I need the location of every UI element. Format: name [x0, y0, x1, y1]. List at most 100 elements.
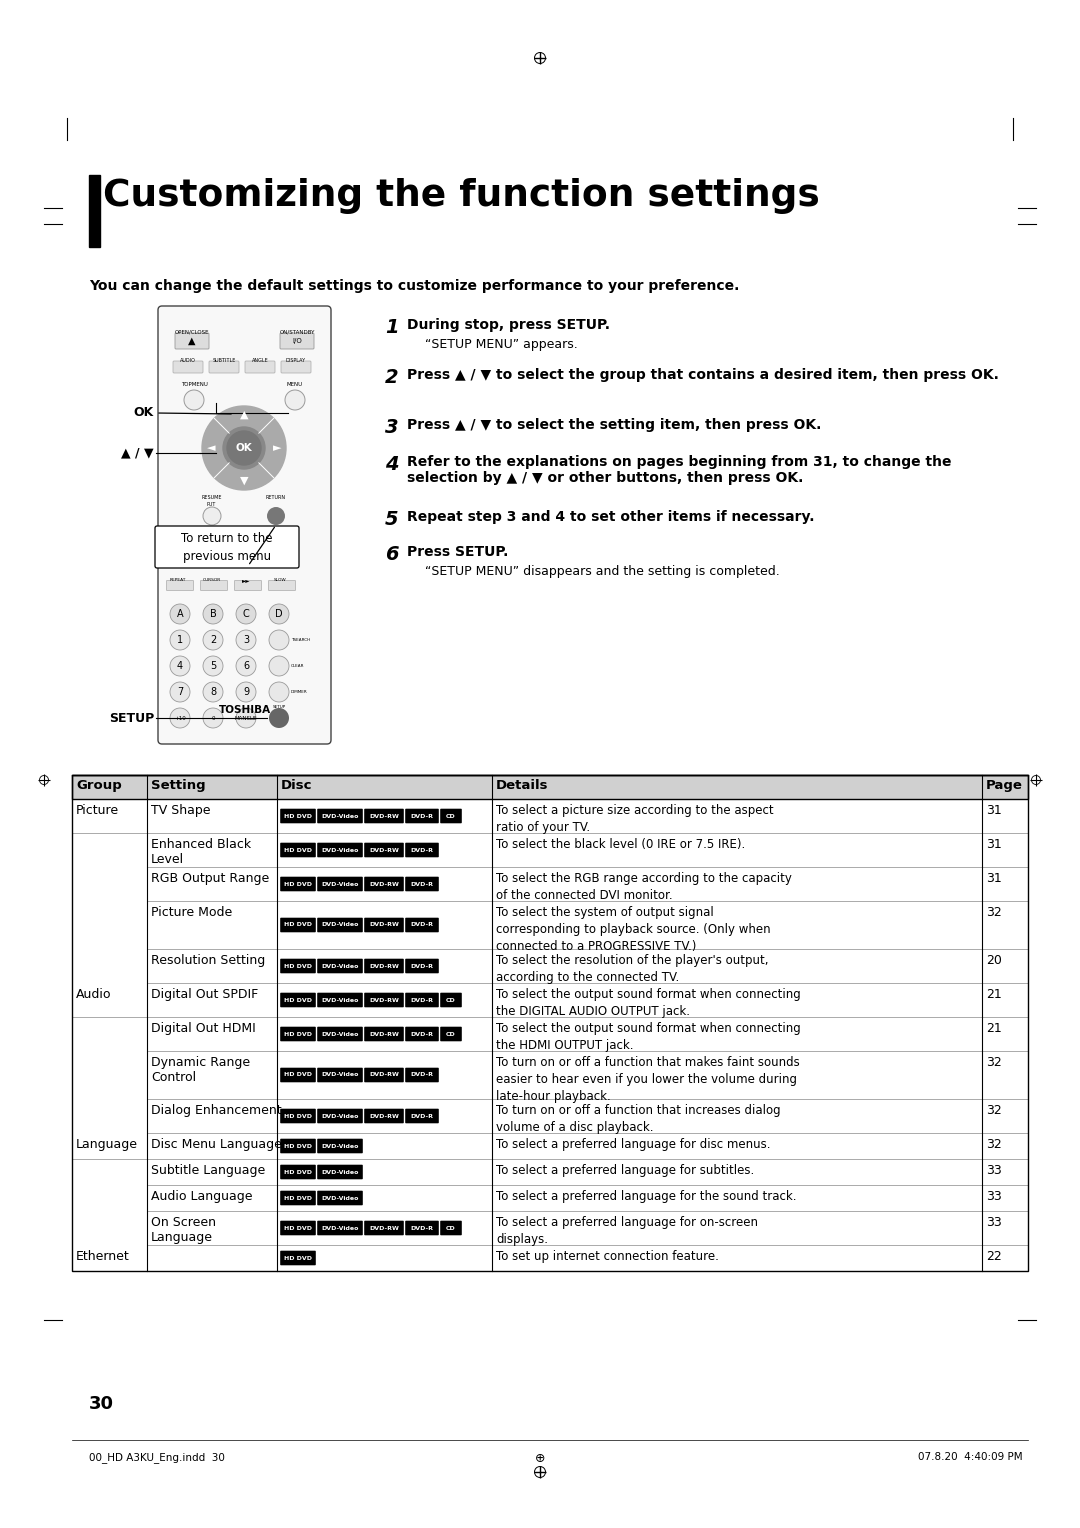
Circle shape — [222, 426, 265, 469]
Circle shape — [269, 630, 289, 649]
Circle shape — [203, 604, 222, 623]
Text: 1: 1 — [384, 318, 399, 338]
Text: DVD-Video: DVD-Video — [322, 998, 359, 1002]
Text: DVD-Video: DVD-Video — [322, 1195, 359, 1201]
Bar — [72, 1018, 1028, 1051]
Text: Press SETUP.: Press SETUP. — [407, 545, 509, 559]
FancyBboxPatch shape — [318, 1164, 363, 1180]
Circle shape — [170, 681, 190, 701]
FancyBboxPatch shape — [318, 843, 363, 857]
Text: 21: 21 — [986, 1022, 1002, 1034]
Bar — [72, 775, 1028, 799]
Text: 32: 32 — [986, 1138, 1002, 1151]
Text: 0: 0 — [212, 715, 215, 721]
FancyBboxPatch shape — [405, 993, 438, 1007]
Text: DVD-RW: DVD-RW — [369, 1114, 399, 1118]
Text: DVD-Video: DVD-Video — [322, 1225, 359, 1230]
Text: DVD-Video: DVD-Video — [322, 1114, 359, 1118]
Text: HD DVD: HD DVD — [284, 1073, 312, 1077]
Text: +10: +10 — [174, 715, 186, 721]
FancyBboxPatch shape — [318, 958, 363, 973]
Text: ▲: ▲ — [188, 336, 195, 345]
Text: DVD-Video: DVD-Video — [322, 964, 359, 969]
Circle shape — [237, 681, 256, 701]
Text: DVD-Video: DVD-Video — [322, 882, 359, 886]
Text: 31: 31 — [986, 804, 1002, 817]
Text: Press ▲ / ▼ to select the setting item, then press OK.: Press ▲ / ▼ to select the setting item, … — [407, 419, 822, 432]
Text: 20: 20 — [986, 953, 1002, 967]
Text: DVD-RW: DVD-RW — [369, 964, 399, 969]
Text: TOSHIBA: TOSHIBA — [218, 704, 271, 715]
FancyBboxPatch shape — [405, 918, 438, 932]
Text: DVD-R: DVD-R — [410, 813, 433, 819]
Text: To select a preferred language for subtitles.: To select a preferred language for subti… — [496, 1164, 754, 1177]
Bar — [72, 949, 1028, 983]
FancyBboxPatch shape — [318, 1190, 363, 1206]
Text: OK: OK — [134, 406, 154, 420]
Text: OK: OK — [235, 443, 253, 452]
Text: CD: CD — [446, 998, 456, 1002]
FancyBboxPatch shape — [280, 1221, 315, 1235]
FancyBboxPatch shape — [364, 808, 404, 824]
Text: HD DVD: HD DVD — [284, 1195, 312, 1201]
Text: TOPMENU: TOPMENU — [180, 382, 207, 387]
Circle shape — [170, 656, 190, 675]
Text: 7: 7 — [177, 688, 184, 697]
FancyBboxPatch shape — [281, 361, 311, 373]
Text: 8: 8 — [210, 688, 216, 697]
Text: 33: 33 — [986, 1216, 1002, 1229]
FancyBboxPatch shape — [318, 993, 363, 1007]
Text: 2: 2 — [210, 636, 216, 645]
FancyBboxPatch shape — [318, 1109, 363, 1123]
Circle shape — [237, 707, 256, 727]
Text: 33: 33 — [986, 1190, 1002, 1203]
Text: Picture: Picture — [76, 804, 119, 817]
Text: 32: 32 — [986, 906, 1002, 918]
FancyBboxPatch shape — [364, 843, 404, 857]
FancyBboxPatch shape — [405, 1221, 438, 1235]
Text: DVD-RW: DVD-RW — [369, 1031, 399, 1036]
Circle shape — [202, 406, 286, 490]
Text: A: A — [177, 610, 184, 619]
Text: 6: 6 — [384, 545, 399, 564]
Text: To select a preferred language for disc menus.: To select a preferred language for disc … — [496, 1138, 770, 1151]
Text: REPEAT: REPEAT — [170, 578, 186, 582]
Bar — [72, 1245, 1028, 1271]
Text: HD DVD: HD DVD — [284, 923, 312, 927]
FancyBboxPatch shape — [280, 1027, 315, 1041]
Text: 07.8.20  4:40:09 PM: 07.8.20 4:40:09 PM — [918, 1452, 1023, 1462]
Text: DVD-R: DVD-R — [410, 923, 433, 927]
Text: To select the black level (0 IRE or 7.5 IRE).: To select the black level (0 IRE or 7.5 … — [496, 837, 745, 851]
Text: CD: CD — [446, 813, 456, 819]
Text: ANGLE: ANGLE — [252, 358, 268, 364]
FancyBboxPatch shape — [156, 526, 299, 568]
Circle shape — [184, 390, 204, 410]
Text: DVD-Video: DVD-Video — [322, 1031, 359, 1036]
Text: TSEARCH: TSEARCH — [291, 639, 310, 642]
Text: DIMMER: DIMMER — [291, 691, 308, 694]
FancyBboxPatch shape — [280, 1068, 315, 1082]
FancyBboxPatch shape — [210, 361, 239, 373]
FancyBboxPatch shape — [441, 1027, 462, 1041]
Text: “SETUP MENU” disappears and the setting is completed.: “SETUP MENU” disappears and the setting … — [426, 565, 780, 578]
Text: DISPLAY: DISPLAY — [286, 358, 306, 364]
Text: ◄: ◄ — [206, 443, 215, 452]
FancyBboxPatch shape — [318, 1138, 363, 1154]
Text: 33: 33 — [986, 1164, 1002, 1177]
FancyBboxPatch shape — [280, 1109, 315, 1123]
Text: DVD-RW: DVD-RW — [369, 813, 399, 819]
FancyBboxPatch shape — [318, 877, 363, 891]
FancyBboxPatch shape — [364, 1109, 404, 1123]
FancyBboxPatch shape — [405, 843, 438, 857]
Text: 31: 31 — [986, 872, 1002, 885]
Text: 30: 30 — [89, 1395, 114, 1413]
Text: I/O: I/O — [292, 338, 302, 344]
FancyBboxPatch shape — [364, 918, 404, 932]
Circle shape — [269, 656, 289, 675]
Text: DVD-RW: DVD-RW — [369, 998, 399, 1002]
Text: HD DVD: HD DVD — [284, 882, 312, 886]
FancyBboxPatch shape — [318, 1221, 363, 1235]
Text: CLEAR: CLEAR — [291, 665, 305, 668]
Text: DVD-R: DVD-R — [410, 998, 433, 1002]
Text: 22: 22 — [986, 1250, 1002, 1264]
